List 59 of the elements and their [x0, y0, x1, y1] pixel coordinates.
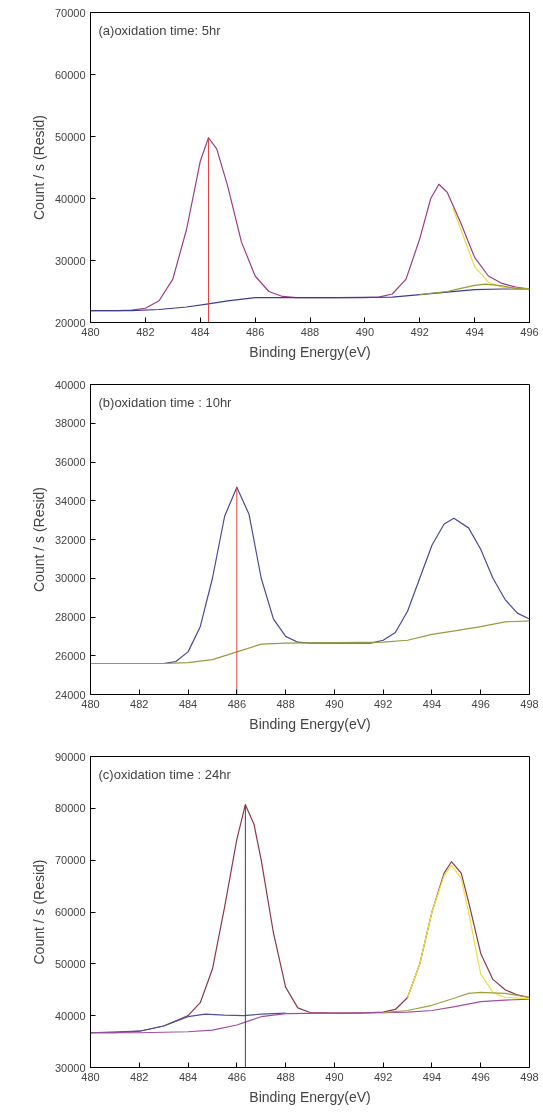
x-tick-label: 498: [520, 697, 539, 710]
x-tick-label: 482: [136, 325, 155, 338]
x-tick-label: 492: [373, 1070, 393, 1083]
x-tick-label: 488: [276, 1070, 295, 1083]
x-tick-label: 484: [191, 325, 210, 338]
y-axis-title: Count / s (Resid): [30, 486, 47, 593]
x-tick-label: 488: [300, 325, 320, 338]
x-tick-label: 492: [373, 697, 393, 710]
y-tick-label: 38000: [54, 417, 86, 430]
x-tick-label: 498: [520, 1070, 539, 1083]
x-tick-label: 484: [178, 1070, 198, 1083]
line-series: [90, 620, 530, 665]
x-tick-label: 488: [276, 697, 295, 710]
x-axis-title: Binding Energy(eV): [249, 715, 371, 732]
y-tick-label: 32000: [54, 533, 86, 546]
y-tick-label: 90000: [54, 750, 86, 763]
y-axis-title: Count / s (Resid): [30, 859, 47, 965]
x-tick-label: 486: [245, 325, 265, 338]
x-tick-label: 486: [227, 697, 247, 710]
y-tick-label: 30000: [54, 572, 86, 585]
x-tick-label: 494: [422, 1070, 442, 1083]
y-tick-label: 70000: [54, 854, 86, 867]
y-tick-label: 40000: [54, 192, 86, 205]
line-series: [90, 998, 530, 1034]
y-tick-label: 80000: [54, 802, 86, 815]
x-tick-label: 494: [422, 697, 442, 710]
x-tick-label: 496: [520, 325, 539, 338]
text: (b)oxidation time : 10hr: [98, 394, 233, 410]
y-tick-label: 40000: [54, 1009, 86, 1022]
x-axis-title: Binding Energy(eV): [249, 343, 371, 360]
x-tick-label: 490: [325, 1070, 344, 1083]
y-tick-label: 50000: [54, 130, 86, 143]
y-axis-title: Count / s (Resid): [30, 114, 47, 221]
y-tick-label: 26000: [54, 649, 86, 662]
y-tick-label: 36000: [54, 456, 86, 468]
x-tick-label: 490: [355, 325, 375, 338]
y-tick-label: 34000: [54, 494, 86, 507]
x-tick-label: 490: [325, 697, 344, 710]
y-tick-label: 30000: [54, 254, 86, 267]
y-tick-label: 60000: [54, 906, 86, 918]
x-tick-label: 496: [471, 1070, 490, 1083]
x-tick-label: 484: [178, 697, 198, 710]
y-tick-label: 40000: [54, 378, 86, 391]
x-axis-title: Binding Energy(eV): [249, 1088, 371, 1105]
x-tick-label: 482: [130, 1070, 149, 1083]
x-tick-label: 486: [227, 1070, 247, 1083]
x-tick-label: 492: [410, 325, 429, 338]
y-tick-label: 70000: [54, 6, 86, 19]
text: (a)oxidation time: 5hr: [98, 22, 222, 38]
line-series: [382, 991, 530, 1014]
x-tick-label: 494: [465, 325, 484, 338]
x-tick-label: 482: [130, 697, 149, 710]
x-tick-label: 496: [471, 697, 490, 710]
y-tick-label: 60000: [54, 68, 86, 81]
line-series: [419, 283, 530, 296]
line-series: [406, 864, 530, 1000]
text: (c)oxidation time : 24hr: [98, 766, 232, 782]
y-tick-label: 28000: [54, 611, 86, 623]
y-tick-label: 50000: [54, 957, 86, 970]
